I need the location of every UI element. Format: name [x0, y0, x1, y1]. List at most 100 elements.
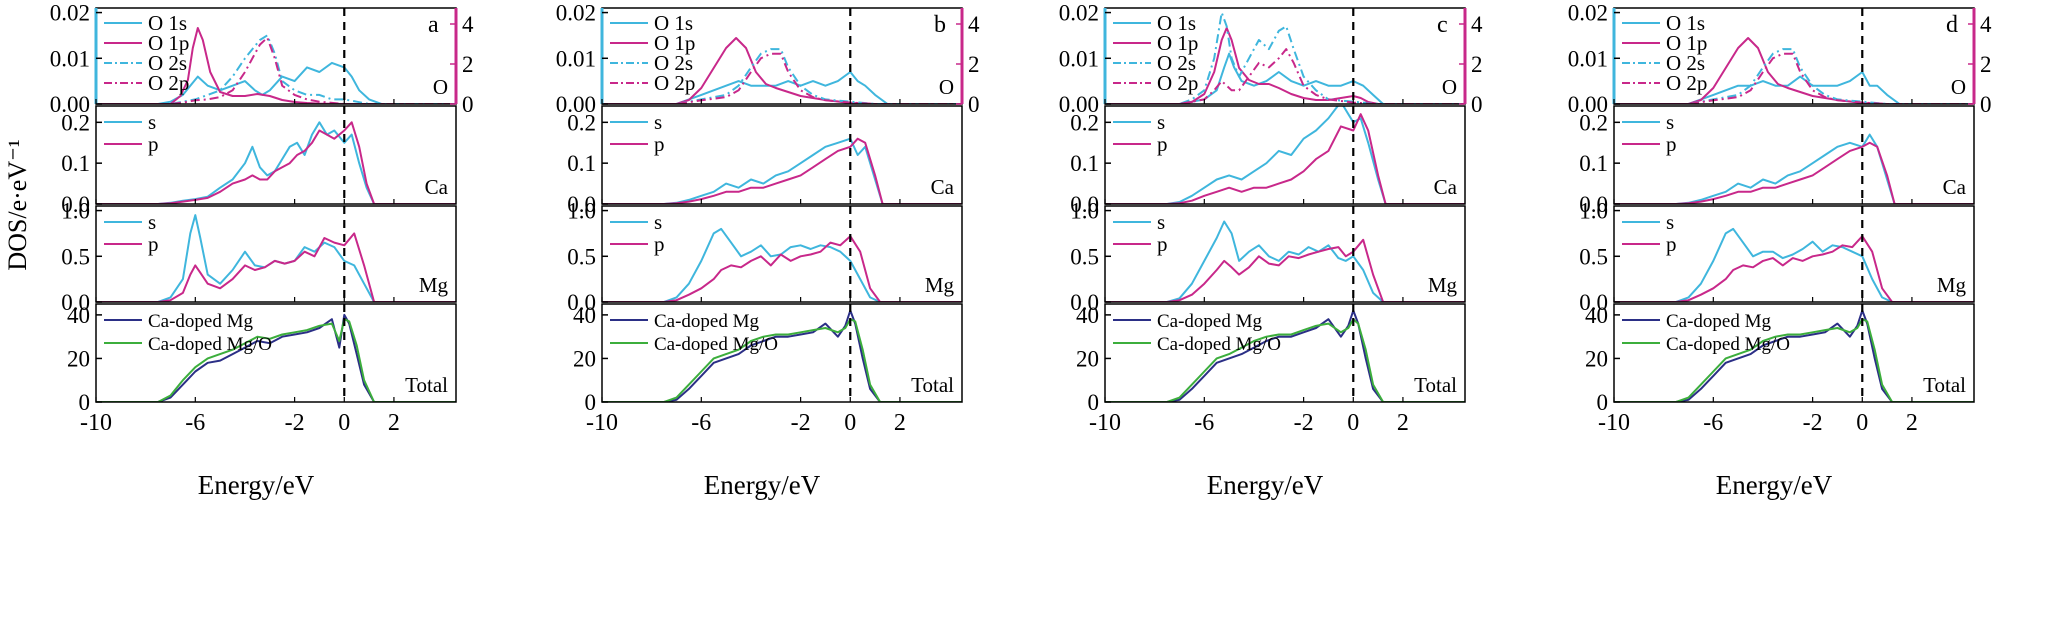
series-line-o-2s [1105, 11, 1465, 104]
y-tick-label: 0.1 [1579, 151, 1608, 176]
series-group [1614, 309, 1974, 402]
x-axis-label: Energy/eV [704, 470, 821, 500]
series-group [602, 137, 962, 204]
subplot-o: 0.00 0.01 0.02 0 2 4 O O 1sO 1pO 2sO 2p [556, 1, 980, 117]
plot-frame [601, 105, 963, 205]
plot-frame [1613, 303, 1975, 403]
legend-label: s [148, 110, 156, 134]
right-y-tick-label: 0 [968, 92, 980, 117]
y-tick-label: 0.02 [50, 1, 90, 26]
series-line-s [1105, 106, 1465, 204]
legend-label: O 2p [148, 71, 189, 95]
legend-label: O 1s [148, 11, 187, 35]
x-tick-label: -2 [791, 410, 811, 436]
series-line-p [1614, 235, 1974, 302]
right-y-tick-label: 0 [1980, 92, 1992, 117]
element-tag: Ca [1434, 175, 1458, 199]
legend: O 1sO 1pO 2sO 2p [1113, 11, 1198, 95]
y-tick-label: 0.01 [1059, 46, 1099, 71]
y-tick-label: 0.02 [1059, 1, 1099, 26]
legend-label: O 2s [148, 51, 187, 75]
plot-frame [1613, 105, 1975, 205]
element-tag: Total [1923, 373, 1966, 397]
legend-label: s [1666, 210, 1674, 234]
legend-label: p [148, 232, 159, 256]
legend-label: O 1p [148, 31, 189, 55]
legend-label: O 1s [1666, 11, 1705, 35]
element-tag: Mg [1428, 273, 1458, 297]
y-tick-label: 0.1 [567, 151, 596, 176]
x-tick-label: 0 [844, 410, 856, 436]
series-line-o-2s [96, 34, 456, 104]
y-tick-label: 0.5 [1070, 244, 1099, 269]
element-tag: O [939, 75, 954, 99]
y-tick-label: 20 [573, 346, 596, 371]
x-tick-label: -10 [586, 410, 618, 436]
right-y-tick-label: 2 [968, 52, 980, 77]
right-y-tick-label: 0 [1471, 92, 1483, 117]
legend-label: Ca-doped Mg/O [1157, 334, 1281, 355]
right-y-tick-label: 4 [1471, 12, 1483, 37]
series-group [1614, 37, 1974, 104]
x-axis-label: Energy/eV [1207, 470, 1324, 500]
legend: sp [1622, 110, 1677, 156]
series-group [1105, 11, 1465, 104]
y-tick-label: 0.2 [1579, 110, 1608, 135]
element-tag: Total [1414, 373, 1457, 397]
series-line-o-2s [1614, 48, 1974, 104]
series-line-s [1614, 227, 1974, 302]
series-group [1614, 227, 1974, 302]
panel-letter: b [934, 12, 946, 38]
plot-frame [95, 303, 457, 403]
series-group [1105, 309, 1465, 402]
y-tick-label: 0.0 [61, 290, 90, 315]
legend-label: s [654, 110, 662, 134]
y-tick-label: 0.0 [1579, 290, 1608, 315]
subplot-o: 0.00 0.01 0.02 0 2 4 O O 1sO 1pO 2sO 2p [1059, 1, 1483, 117]
y-axis-label: DOS/e·eV⁻¹ [3, 139, 32, 270]
y-tick-label: 0.2 [567, 110, 596, 135]
legend-label: s [1157, 110, 1165, 134]
legend: sp [1113, 110, 1168, 156]
right-y-tick-label: 2 [462, 52, 474, 77]
legend-label: Ca-doped Mg [148, 311, 254, 332]
legend-label: O 1p [654, 31, 695, 55]
plot-frame [601, 205, 963, 303]
legend-label: Ca-doped Mg [654, 311, 760, 332]
legend-label: O 1p [1157, 31, 1198, 55]
legend-label: s [654, 210, 662, 234]
element-tag: Ca [931, 175, 955, 199]
x-tick-label: 2 [1397, 410, 1409, 436]
legend-label: p [1157, 132, 1168, 156]
series-line-s [602, 227, 962, 302]
element-tag: Total [405, 373, 448, 397]
series-line-p [602, 235, 962, 302]
legend-label: Ca-doped Mg/O [654, 334, 778, 355]
legend-label: p [1666, 232, 1677, 256]
y-tick-label: 1.0 [567, 199, 596, 224]
legend: O 1sO 1pO 2sO 2p [1622, 11, 1707, 95]
series-group [1614, 133, 1974, 204]
right-y-tick-label: 4 [1980, 12, 1992, 37]
y-tick-label: 40 [1076, 303, 1099, 328]
legend-label: p [1157, 232, 1168, 256]
legend-label: O 2p [1666, 71, 1707, 95]
plot-frame [1104, 303, 1466, 403]
series-line-o-1s [1105, 52, 1465, 104]
y-tick-label: 0.00 [1059, 92, 1099, 117]
subplot-ca: 0.0 0.1 0.2 Ca sp [1070, 105, 1466, 217]
series-line-o-1p [1105, 27, 1465, 104]
element-tag: Mg [1937, 273, 1967, 297]
y-tick-label: 0.0 [1579, 192, 1608, 217]
legend-label: Ca-doped Mg/O [1666, 334, 1790, 355]
y-tick-label: 0 [79, 390, 91, 415]
legend-label: O 2p [654, 71, 695, 95]
plot-frame [1104, 205, 1466, 303]
panel-letter: c [1437, 12, 1448, 38]
y-tick-label: 0.0 [1070, 192, 1099, 217]
x-tick-label: 0 [338, 410, 350, 436]
